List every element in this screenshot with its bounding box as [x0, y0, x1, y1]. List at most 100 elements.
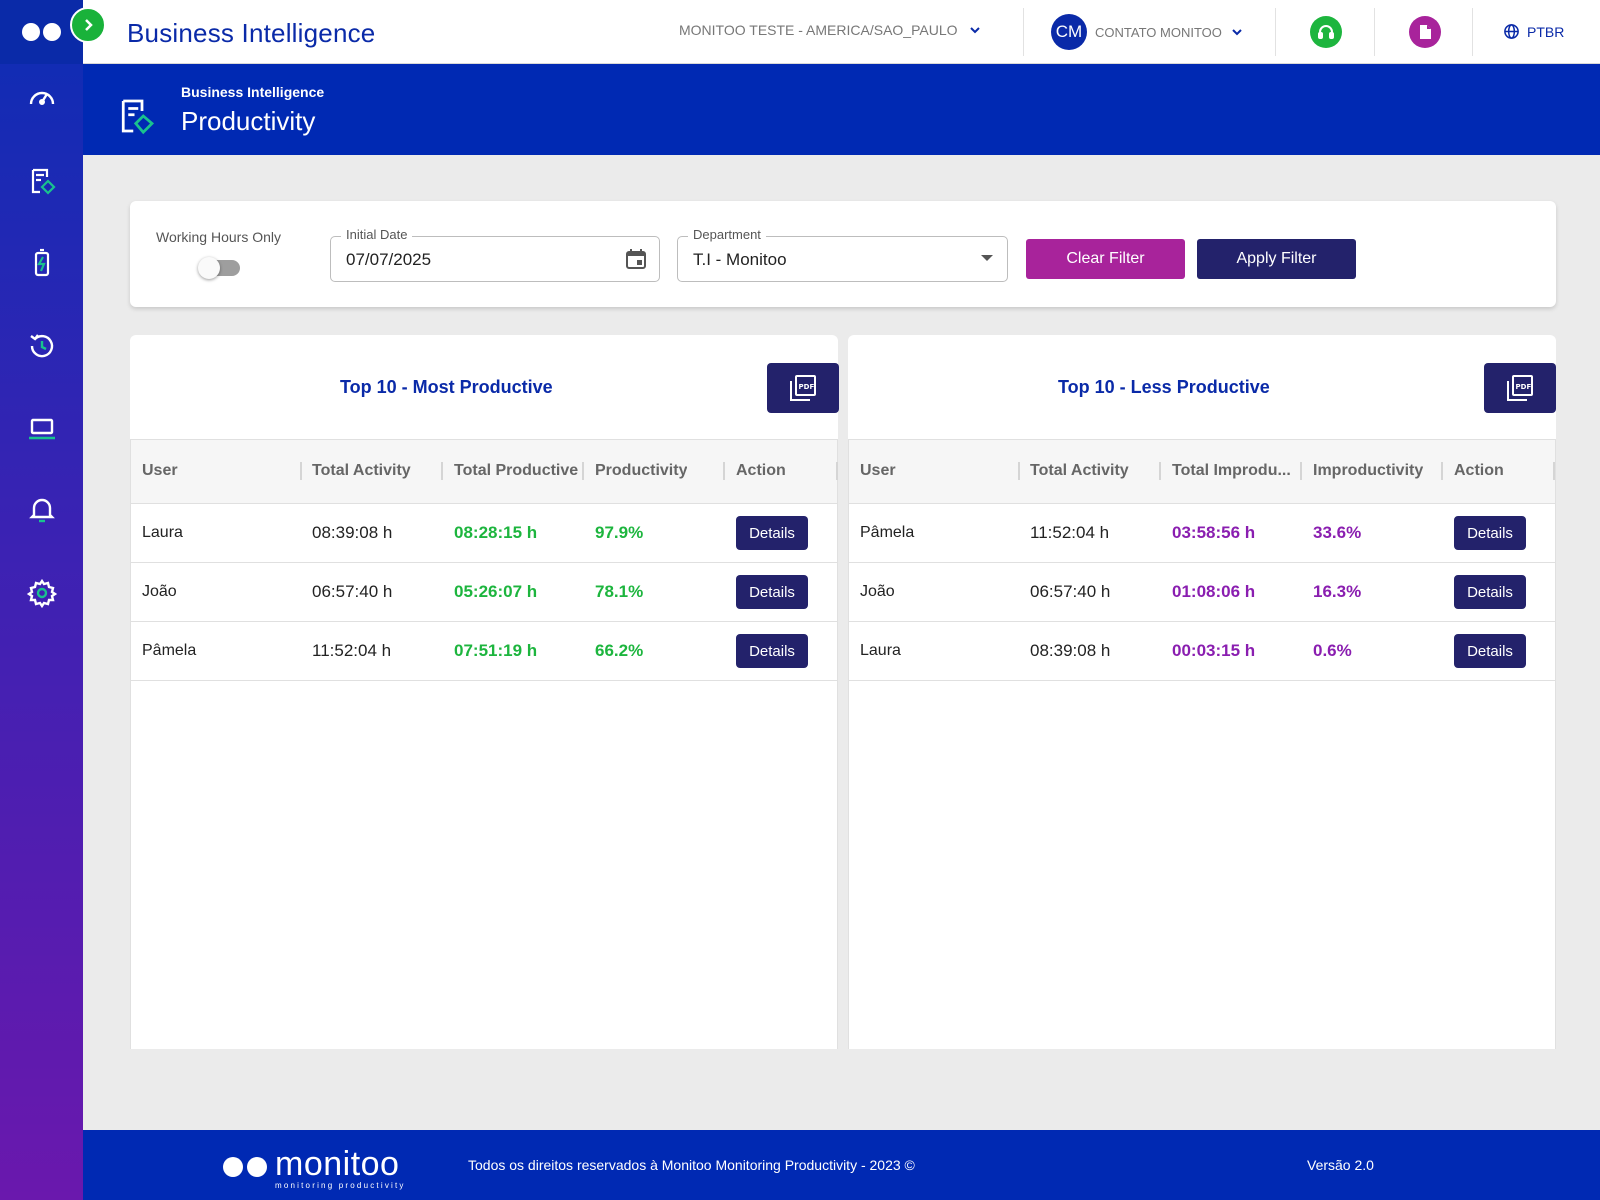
- table-row: Laura 08:39:08 h 00:03:15 h 0.6% Details: [849, 622, 1555, 681]
- most-productive-panel: Top 10 - Most Productive PDF User Total …: [130, 335, 839, 1049]
- most-productive-title: Top 10 - Most Productive: [340, 377, 553, 397]
- toggle-knob: [198, 257, 220, 279]
- column-header-productivity[interactable]: Productivity: [595, 462, 688, 479]
- less-productive-panel: Top 10 - Less Productive PDF User Total …: [848, 335, 1556, 1049]
- column-header-improductivity[interactable]: Improductivity: [1313, 462, 1424, 479]
- sidebar-item-notifications[interactable]: [0, 481, 83, 537]
- sidebar-expand-button[interactable]: [70, 7, 106, 43]
- details-button[interactable]: Details: [736, 634, 808, 668]
- details-button[interactable]: Details: [736, 575, 808, 609]
- page-title: Productivity: [181, 106, 316, 136]
- calendar-icon[interactable]: [625, 248, 647, 270]
- department-select[interactable]: Department T.I - Monitoo: [677, 227, 1008, 282]
- clear-filter-button[interactable]: Clear Filter: [1026, 239, 1185, 279]
- bi-report-icon: [121, 99, 155, 135]
- sidebar-item-dashboard[interactable]: [0, 70, 83, 126]
- breadcrumb: Business Intelligence: [181, 84, 325, 100]
- page-header: Business Intelligence Productivity: [83, 64, 1600, 155]
- column-separator[interactable]: [300, 462, 302, 480]
- chevron-right-icon: [85, 19, 93, 31]
- cell-productivity: 66.2%: [595, 641, 644, 660]
- details-button[interactable]: Details: [1454, 516, 1526, 550]
- topbar-divider: [1023, 8, 1024, 56]
- column-separator[interactable]: [1159, 462, 1161, 480]
- svg-text:PDF: PDF: [1516, 383, 1532, 391]
- cell-total-activity: 11:52:04 h: [312, 641, 392, 660]
- headset-icon: [1318, 25, 1334, 39]
- column-separator[interactable]: [1300, 462, 1302, 480]
- language-select[interactable]: PTBR: [1503, 23, 1564, 40]
- sidebar: [0, 0, 83, 1200]
- column-separator[interactable]: [582, 462, 584, 480]
- sidebar-item-settings[interactable]: [0, 565, 83, 621]
- user-menu[interactable]: CM CONTATO MONITOO: [1051, 14, 1244, 50]
- apply-filter-button[interactable]: Apply Filter: [1197, 239, 1356, 279]
- department-label: Department: [688, 227, 766, 242]
- column-separator[interactable]: [1553, 462, 1555, 480]
- cell-productivity: 78.1%: [595, 582, 644, 601]
- column-separator[interactable]: [1018, 462, 1020, 480]
- table-row: João 06:57:40 h 01:08:06 h 16.3% Details: [849, 563, 1555, 622]
- organization-select[interactable]: MONITOO TESTE - AMERICA/SAO_PAULO: [679, 22, 982, 38]
- column-separator[interactable]: [1441, 462, 1443, 480]
- document-icon: [1420, 25, 1431, 39]
- cell-user: Laura: [860, 642, 901, 659]
- pdf-icon: PDF: [1507, 375, 1533, 401]
- details-button[interactable]: Details: [1454, 634, 1526, 668]
- caret-down-icon: [981, 255, 993, 261]
- column-header-total-activity[interactable]: Total Activity: [1030, 462, 1129, 479]
- sidebar-item-business-intelligence[interactable]: [0, 153, 83, 209]
- column-separator[interactable]: [836, 462, 838, 480]
- column-separator[interactable]: [441, 462, 443, 480]
- cell-total-productive: 07:51:19 h: [454, 641, 538, 660]
- cell-improductivity: 16.3%: [1313, 582, 1362, 601]
- export-pdf-button[interactable]: PDF: [767, 363, 839, 413]
- documents-button[interactable]: [1409, 16, 1441, 48]
- column-header-user[interactable]: User: [142, 462, 178, 479]
- initial-date-field[interactable]: Initial Date 07/07/2025: [330, 227, 660, 282]
- cell-total-activity: 08:39:08 h: [1030, 641, 1111, 660]
- details-button[interactable]: Details: [736, 516, 808, 550]
- table-row: João 06:57:40 h 05:26:07 h 78.1% Details: [131, 563, 837, 622]
- column-separator[interactable]: [723, 462, 725, 480]
- column-header-total-activity[interactable]: Total Activity: [312, 462, 411, 479]
- column-header-total-productive[interactable]: Total Productive: [454, 462, 579, 479]
- sidebar-logo[interactable]: [0, 0, 83, 64]
- app-title: Business Intelligence: [127, 18, 376, 48]
- cell-total-activity: 08:39:08 h: [312, 523, 393, 542]
- less-productive-title: Top 10 - Less Productive: [1058, 377, 1270, 397]
- column-header-total-improductive[interactable]: Total Improdu...: [1172, 462, 1291, 479]
- cell-total-improductive: 01:08:06 h: [1172, 582, 1256, 601]
- topbar-divider: [1275, 8, 1276, 56]
- initial-date-value: 07/07/2025: [346, 250, 432, 269]
- export-pdf-button[interactable]: PDF: [1484, 363, 1556, 413]
- table-row: Pâmela 11:52:04 h 07:51:19 h 66.2% Detai…: [131, 622, 837, 681]
- working-hours-toggle[interactable]: [198, 257, 240, 279]
- details-button[interactable]: Details: [1454, 575, 1526, 609]
- most-productive-table: User Total Activity Total Productive Pro…: [130, 439, 838, 1049]
- avatar: CM: [1051, 14, 1087, 50]
- battery-icon: [34, 248, 49, 277]
- cell-user: João: [142, 583, 177, 600]
- cell-improductivity: 0.6%: [1313, 641, 1352, 660]
- column-header-action[interactable]: Action: [1454, 462, 1504, 479]
- support-button[interactable]: [1310, 16, 1342, 48]
- cell-user: Pâmela: [142, 642, 197, 659]
- topbar-divider: [1472, 8, 1473, 56]
- monitoo-logo-icon: [22, 23, 61, 41]
- cell-total-productive: 08:28:15 h: [454, 523, 538, 542]
- gear-icon: [26, 578, 57, 609]
- laptop-icon: [28, 418, 55, 440]
- less-productive-table: User Total Activity Total Improdu... Imp…: [848, 439, 1556, 1049]
- sidebar-item-history[interactable]: [0, 318, 83, 374]
- sidebar-item-devices[interactable]: [0, 400, 83, 456]
- column-header-user[interactable]: User: [860, 462, 896, 479]
- cell-user: João: [860, 583, 895, 600]
- cell-total-improductive: 00:03:15 h: [1172, 641, 1256, 660]
- top-bar: Business Intelligence MONITOO TESTE - AM…: [83, 0, 1600, 64]
- bi-report-icon: [31, 168, 56, 195]
- sidebar-item-battery[interactable]: [0, 235, 83, 291]
- cell-total-activity: 06:57:40 h: [312, 582, 393, 601]
- column-header-action[interactable]: Action: [736, 462, 786, 479]
- filter-panel: Working Hours Only Initial Date 07/07/20…: [130, 201, 1556, 307]
